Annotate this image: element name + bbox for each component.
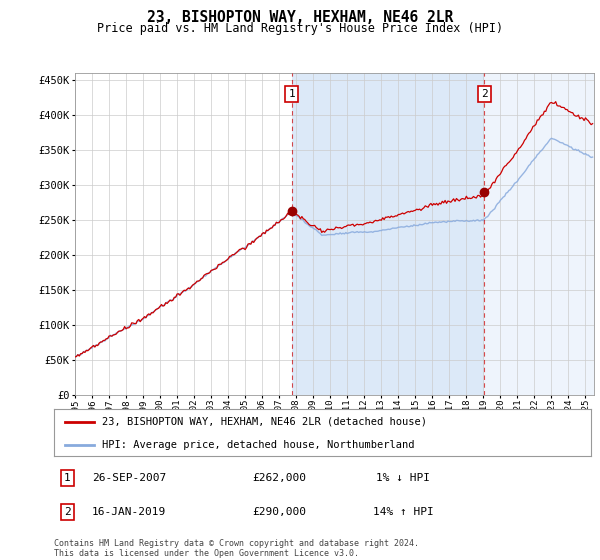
Text: Price paid vs. HM Land Registry's House Price Index (HPI): Price paid vs. HM Land Registry's House … [97,22,503,35]
Text: 2: 2 [64,507,71,517]
Text: Contains HM Land Registry data © Crown copyright and database right 2024.
This d: Contains HM Land Registry data © Crown c… [54,539,419,558]
Bar [484,73,594,395]
Text: £290,000: £290,000 [253,507,307,517]
Text: 1: 1 [64,473,71,483]
Text: 14% ↑ HPI: 14% ↑ HPI [373,507,433,517]
Text: 16-JAN-2019: 16-JAN-2019 [92,507,166,517]
Text: 1: 1 [289,89,295,99]
Text: HPI: Average price, detached house, Northumberland: HPI: Average price, detached house, Nort… [103,440,415,450]
Text: 23, BISHOPTON WAY, HEXHAM, NE46 2LR: 23, BISHOPTON WAY, HEXHAM, NE46 2LR [147,10,453,25]
Bar [292,73,484,395]
Text: 26-SEP-2007: 26-SEP-2007 [92,473,166,483]
Text: 1% ↓ HPI: 1% ↓ HPI [376,473,430,483]
Text: 23, BISHOPTON WAY, HEXHAM, NE46 2LR (detached house): 23, BISHOPTON WAY, HEXHAM, NE46 2LR (det… [103,417,427,427]
Text: £262,000: £262,000 [253,473,307,483]
Text: 2: 2 [481,89,487,99]
